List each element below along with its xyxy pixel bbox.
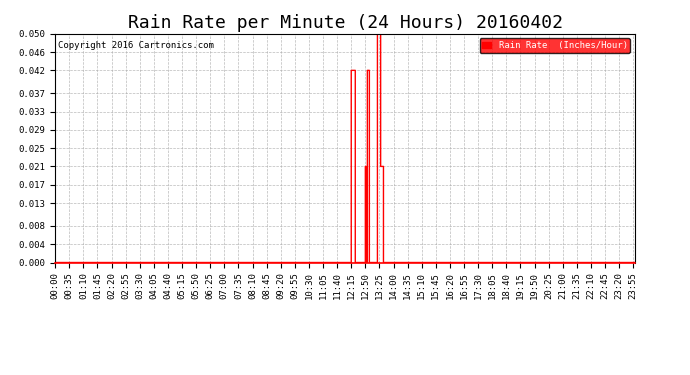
Title: Rain Rate per Minute (24 Hours) 20160402: Rain Rate per Minute (24 Hours) 20160402 <box>128 14 562 32</box>
Text: Copyright 2016 Cartronics.com: Copyright 2016 Cartronics.com <box>58 40 214 50</box>
Legend: Rain Rate  (Inches/Hour): Rain Rate (Inches/Hour) <box>480 38 630 53</box>
